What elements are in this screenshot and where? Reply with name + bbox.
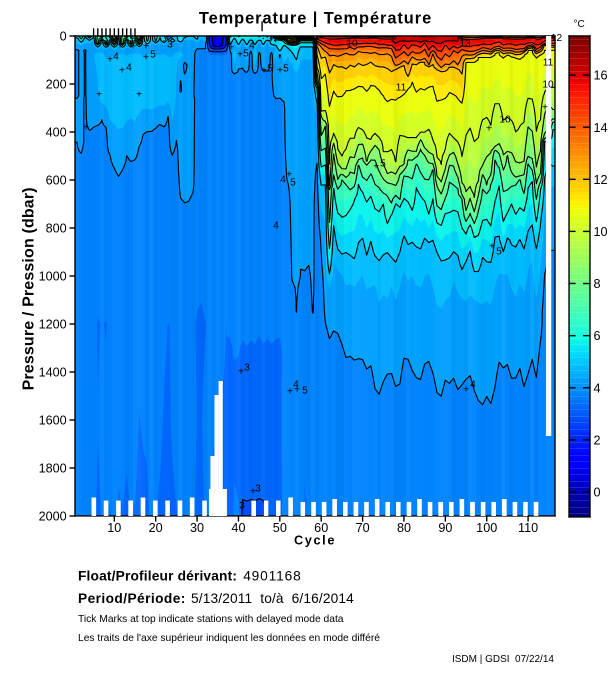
svg-text:50: 50 <box>273 521 287 535</box>
svg-text:Cycle: Cycle <box>294 533 336 548</box>
svg-text:Period/Période:: Period/Période: <box>78 591 186 606</box>
svg-text:3: 3 <box>255 484 261 495</box>
svg-text:80: 80 <box>397 521 411 535</box>
svg-text:+: + <box>105 41 111 52</box>
svg-text:+: + <box>136 90 142 101</box>
svg-text:30: 30 <box>190 521 204 535</box>
svg-text:10: 10 <box>499 115 511 126</box>
svg-text:+: + <box>96 90 102 101</box>
svg-text:3: 3 <box>167 40 173 51</box>
svg-text:20: 20 <box>149 521 163 535</box>
svg-text:4: 4 <box>280 175 286 186</box>
svg-text:11: 11 <box>396 83 407 94</box>
svg-text:6: 6 <box>593 329 600 343</box>
svg-text:Tick Marks at top indicate sta: Tick Marks at top indicate stations with… <box>78 614 344 625</box>
svg-text:+: + <box>542 103 548 114</box>
svg-text:5: 5 <box>243 49 249 60</box>
svg-text:14: 14 <box>593 121 607 135</box>
svg-text:100: 100 <box>476 521 497 535</box>
svg-text:0: 0 <box>60 30 67 44</box>
svg-text:+: + <box>130 42 136 53</box>
svg-text:5: 5 <box>150 50 156 61</box>
svg-text:60: 60 <box>314 521 328 535</box>
svg-text:+: + <box>463 385 469 396</box>
svg-text:+: + <box>143 53 149 64</box>
svg-text:4: 4 <box>126 63 132 74</box>
svg-text:40: 40 <box>231 521 245 535</box>
svg-text:200: 200 <box>46 78 67 92</box>
svg-text:4: 4 <box>273 221 279 232</box>
svg-text:ISDM | GDSI 07/22/14: ISDM | GDSI 07/22/14 <box>452 654 554 665</box>
svg-text:+: + <box>117 41 123 52</box>
svg-text:+: + <box>143 42 149 53</box>
svg-text:10: 10 <box>542 80 554 91</box>
svg-text:5: 5 <box>290 178 296 189</box>
svg-text:10: 10 <box>107 521 121 535</box>
svg-text:4901168: 4901168 <box>243 568 301 583</box>
svg-text:+: + <box>294 385 300 396</box>
svg-text:11: 11 <box>543 58 554 69</box>
svg-text:600: 600 <box>46 174 67 188</box>
svg-text:10: 10 <box>346 39 358 50</box>
svg-text:1000: 1000 <box>39 270 67 284</box>
svg-text:+: + <box>119 66 125 77</box>
svg-text:+: + <box>83 123 89 134</box>
svg-text:5: 5 <box>283 64 289 75</box>
svg-text:16: 16 <box>593 69 607 83</box>
svg-text:12: 12 <box>551 33 563 44</box>
svg-text:5: 5 <box>302 386 308 397</box>
svg-text:+: + <box>277 66 283 77</box>
svg-text:+: + <box>286 170 292 181</box>
svg-text:4: 4 <box>470 380 476 391</box>
svg-text:4: 4 <box>249 41 255 52</box>
svg-text:90: 90 <box>438 521 452 535</box>
svg-text:+: + <box>228 43 234 54</box>
svg-text:400: 400 <box>46 126 67 140</box>
svg-text:+: + <box>237 50 243 61</box>
svg-text:1400: 1400 <box>39 366 67 380</box>
svg-text:Float/Profileur dérivant:: Float/Profileur dérivant: <box>78 568 237 583</box>
svg-text:1200: 1200 <box>39 318 67 332</box>
svg-text:8: 8 <box>593 277 600 291</box>
svg-text:+: + <box>107 55 113 66</box>
svg-text:5: 5 <box>267 64 273 75</box>
svg-text:+: + <box>486 124 492 135</box>
svg-text:800: 800 <box>46 222 67 236</box>
svg-text:2000: 2000 <box>39 510 67 524</box>
svg-text:3: 3 <box>244 363 250 374</box>
svg-text:4: 4 <box>593 381 600 395</box>
svg-text:10: 10 <box>593 225 607 239</box>
svg-text:1600: 1600 <box>39 414 67 428</box>
svg-text:+: + <box>489 242 495 253</box>
svg-text:+: + <box>250 487 256 498</box>
svg-text:4: 4 <box>113 52 119 63</box>
svg-text:5/13/2011 to/à 6/16/2014: 5/13/2011 to/à 6/16/2014 <box>191 591 354 606</box>
svg-text:110: 110 <box>518 521 538 535</box>
svg-text:0: 0 <box>593 486 600 500</box>
svg-text:+: + <box>373 162 379 173</box>
svg-text:1800: 1800 <box>39 462 67 476</box>
svg-text:3: 3 <box>239 501 245 512</box>
svg-text:13: 13 <box>459 39 471 50</box>
svg-text:Temperature | Température: Temperature | Température <box>199 10 432 28</box>
svg-text:5: 5 <box>380 159 386 170</box>
svg-text:70: 70 <box>356 521 370 535</box>
svg-text:+: + <box>238 367 244 378</box>
svg-text:5: 5 <box>496 247 502 258</box>
svg-text:12: 12 <box>593 173 607 187</box>
svg-text:+: + <box>287 387 293 398</box>
svg-text:2: 2 <box>593 433 600 447</box>
svg-text:Les traits de l'axe supérieur: Les traits de l'axe supérieur indiquent … <box>78 633 380 644</box>
svg-text:°C: °C <box>574 19 585 30</box>
svg-text:+: + <box>261 66 267 77</box>
svg-text:4: 4 <box>293 380 299 391</box>
svg-text:Pressure / Pression (dbar): Pressure / Pression (dbar) <box>21 187 38 390</box>
